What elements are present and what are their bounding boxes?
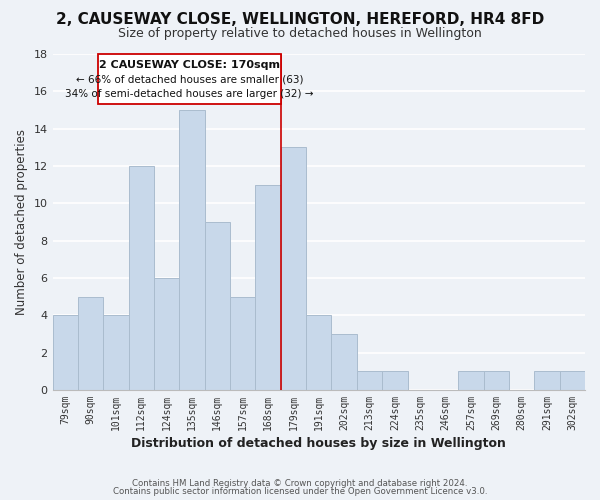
Text: ← 66% of detached houses are smaller (63): ← 66% of detached houses are smaller (63…: [76, 74, 303, 85]
Bar: [53, 316, 78, 390]
Bar: [128, 166, 154, 390]
Bar: [484, 372, 509, 390]
Bar: [78, 296, 103, 390]
Bar: [458, 372, 484, 390]
Bar: [256, 184, 281, 390]
X-axis label: Distribution of detached houses by size in Wellington: Distribution of detached houses by size …: [131, 437, 506, 450]
Text: 2, CAUSEWAY CLOSE, WELLINGTON, HEREFORD, HR4 8FD: 2, CAUSEWAY CLOSE, WELLINGTON, HEREFORD,…: [56, 12, 544, 28]
Bar: [306, 316, 331, 390]
FancyBboxPatch shape: [98, 54, 281, 104]
Bar: [331, 334, 357, 390]
Text: 2 CAUSEWAY CLOSE: 170sqm: 2 CAUSEWAY CLOSE: 170sqm: [99, 60, 280, 70]
Bar: [205, 222, 230, 390]
Bar: [281, 148, 306, 390]
Text: Size of property relative to detached houses in Wellington: Size of property relative to detached ho…: [118, 28, 482, 40]
Bar: [179, 110, 205, 390]
Text: Contains HM Land Registry data © Crown copyright and database right 2024.: Contains HM Land Registry data © Crown c…: [132, 478, 468, 488]
Bar: [103, 316, 128, 390]
Text: 34% of semi-detached houses are larger (32) →: 34% of semi-detached houses are larger (…: [65, 90, 314, 100]
Bar: [230, 296, 256, 390]
Y-axis label: Number of detached properties: Number of detached properties: [15, 129, 28, 315]
Bar: [357, 372, 382, 390]
Text: Contains public sector information licensed under the Open Government Licence v3: Contains public sector information licen…: [113, 487, 487, 496]
Bar: [382, 372, 407, 390]
Bar: [560, 372, 585, 390]
Bar: [534, 372, 560, 390]
Bar: [154, 278, 179, 390]
